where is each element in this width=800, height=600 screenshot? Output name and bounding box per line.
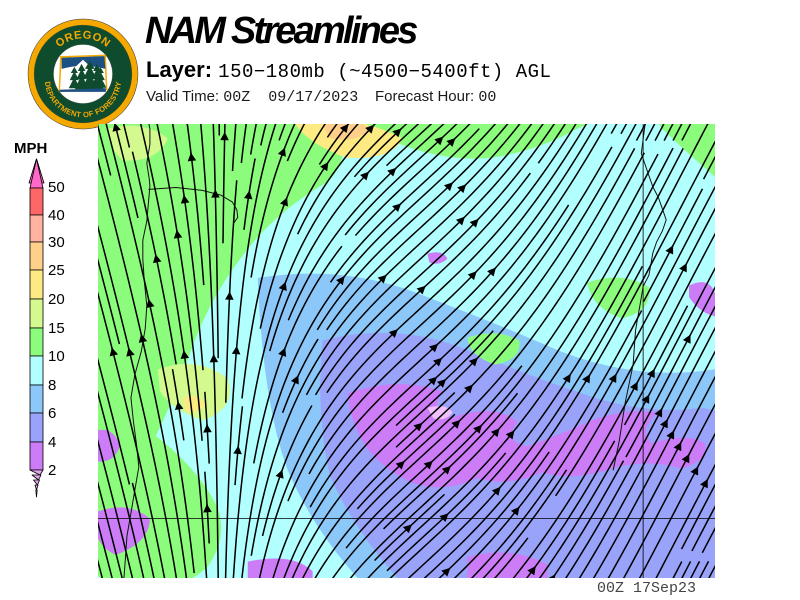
svg-text:4: 4 bbox=[48, 434, 56, 451]
svg-text:20: 20 bbox=[48, 291, 65, 308]
svg-text:30: 30 bbox=[48, 234, 65, 251]
svg-text:40: 40 bbox=[48, 207, 65, 224]
svg-text:10: 10 bbox=[48, 348, 65, 365]
svg-text:2: 2 bbox=[48, 462, 56, 479]
svg-text:25: 25 bbox=[48, 262, 65, 279]
svg-text:6: 6 bbox=[48, 405, 56, 422]
svg-text:8: 8 bbox=[48, 377, 56, 394]
svg-text:50: 50 bbox=[48, 179, 65, 196]
svg-text:15: 15 bbox=[48, 320, 65, 337]
